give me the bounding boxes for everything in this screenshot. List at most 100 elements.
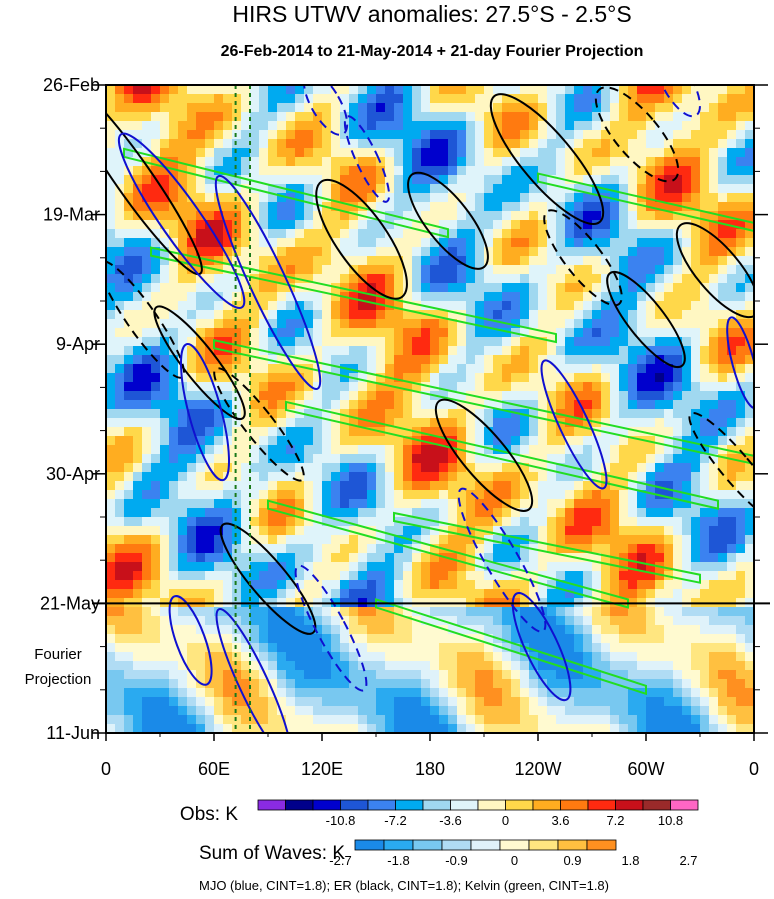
anomaly-cell — [592, 463, 601, 472]
anomaly-cell — [259, 454, 268, 463]
anomaly-cell — [718, 481, 727, 490]
anomaly-cell — [286, 436, 295, 445]
anomaly-cell — [520, 211, 529, 220]
projection-cell — [628, 643, 637, 652]
anomaly-cell — [376, 463, 385, 472]
anomaly-cell — [295, 580, 304, 589]
anomaly-cell — [565, 157, 574, 166]
anomaly-cell — [322, 409, 331, 418]
projection-cell — [223, 679, 232, 688]
projection-cell — [502, 616, 511, 625]
anomaly-cell — [205, 274, 214, 283]
anomaly-cell — [538, 526, 547, 535]
anomaly-cell — [700, 328, 709, 337]
anomaly-cell — [727, 589, 736, 598]
anomaly-cell — [673, 256, 682, 265]
anomaly-cell — [142, 526, 151, 535]
anomaly-cell — [619, 445, 628, 454]
anomaly-cell — [583, 247, 592, 256]
anomaly-cell — [709, 265, 718, 274]
anomaly-cell — [178, 508, 187, 517]
anomaly-cell — [520, 319, 529, 328]
anomaly-cell — [655, 445, 664, 454]
anomaly-cell — [547, 499, 556, 508]
anomaly-cell — [331, 202, 340, 211]
anomaly-cell — [205, 103, 214, 112]
anomaly-cell — [709, 175, 718, 184]
anomaly-cell — [124, 364, 133, 373]
anomaly-cell — [124, 454, 133, 463]
anomaly-cell — [700, 274, 709, 283]
anomaly-cell — [493, 472, 502, 481]
projection-cell — [457, 688, 466, 697]
anomaly-cell — [448, 103, 457, 112]
anomaly-cell — [124, 256, 133, 265]
projection-cell — [295, 697, 304, 706]
anomaly-cell — [745, 256, 754, 265]
projection-cell — [385, 625, 394, 634]
anomaly-cell — [259, 265, 268, 274]
anomaly-cell — [142, 544, 151, 553]
projection-cell — [205, 634, 214, 643]
projection-cell — [529, 625, 538, 634]
projection-cell — [205, 643, 214, 652]
projection-cell — [313, 688, 322, 697]
projection-cell — [601, 643, 610, 652]
projection-cell — [745, 607, 754, 616]
anomaly-cell — [547, 481, 556, 490]
anomaly-cell — [124, 571, 133, 580]
anomaly-cell — [430, 121, 439, 130]
anomaly-cell — [646, 175, 655, 184]
projection-cell — [664, 688, 673, 697]
projection-cell — [619, 616, 628, 625]
anomaly-cell — [700, 427, 709, 436]
anomaly-cell — [268, 445, 277, 454]
anomaly-cell — [475, 472, 484, 481]
anomaly-cell — [619, 490, 628, 499]
projection-cell — [124, 679, 133, 688]
anomaly-cell — [727, 373, 736, 382]
projection-cell — [628, 625, 637, 634]
anomaly-cell — [520, 274, 529, 283]
anomaly-cell — [583, 436, 592, 445]
anomaly-cell — [403, 580, 412, 589]
anomaly-cell — [358, 346, 367, 355]
projection-cell — [358, 652, 367, 661]
anomaly-cell — [502, 301, 511, 310]
anomaly-cell — [331, 391, 340, 400]
projection-cell — [601, 652, 610, 661]
anomaly-cell — [421, 175, 430, 184]
anomaly-cell — [538, 157, 547, 166]
anomaly-cell — [646, 265, 655, 274]
anomaly-cell — [484, 445, 493, 454]
anomaly-cell — [421, 328, 430, 337]
projection-cell — [664, 652, 673, 661]
anomaly-cell — [457, 400, 466, 409]
projection-cell — [529, 652, 538, 661]
anomaly-cell — [718, 166, 727, 175]
anomaly-cell — [502, 310, 511, 319]
projection-cell — [331, 625, 340, 634]
projection-cell — [295, 625, 304, 634]
anomaly-cell — [196, 490, 205, 499]
anomaly-cell — [394, 319, 403, 328]
anomaly-cell — [295, 238, 304, 247]
projection-cell — [448, 661, 457, 670]
anomaly-cell — [115, 103, 124, 112]
anomaly-cell — [196, 184, 205, 193]
anomaly-cell — [538, 418, 547, 427]
anomaly-cell — [547, 355, 556, 364]
anomaly-cell — [178, 580, 187, 589]
anomaly-cell — [160, 184, 169, 193]
anomaly-cell — [601, 166, 610, 175]
anomaly-cell — [277, 139, 286, 148]
anomaly-cell — [277, 292, 286, 301]
anomaly-cell — [223, 247, 232, 256]
anomaly-cell — [691, 184, 700, 193]
anomaly-cell — [466, 94, 475, 103]
anomaly-cell — [574, 220, 583, 229]
anomaly-cell — [484, 238, 493, 247]
anomaly-cell — [592, 544, 601, 553]
anomaly-cell — [106, 94, 115, 103]
projection-cell — [718, 634, 727, 643]
